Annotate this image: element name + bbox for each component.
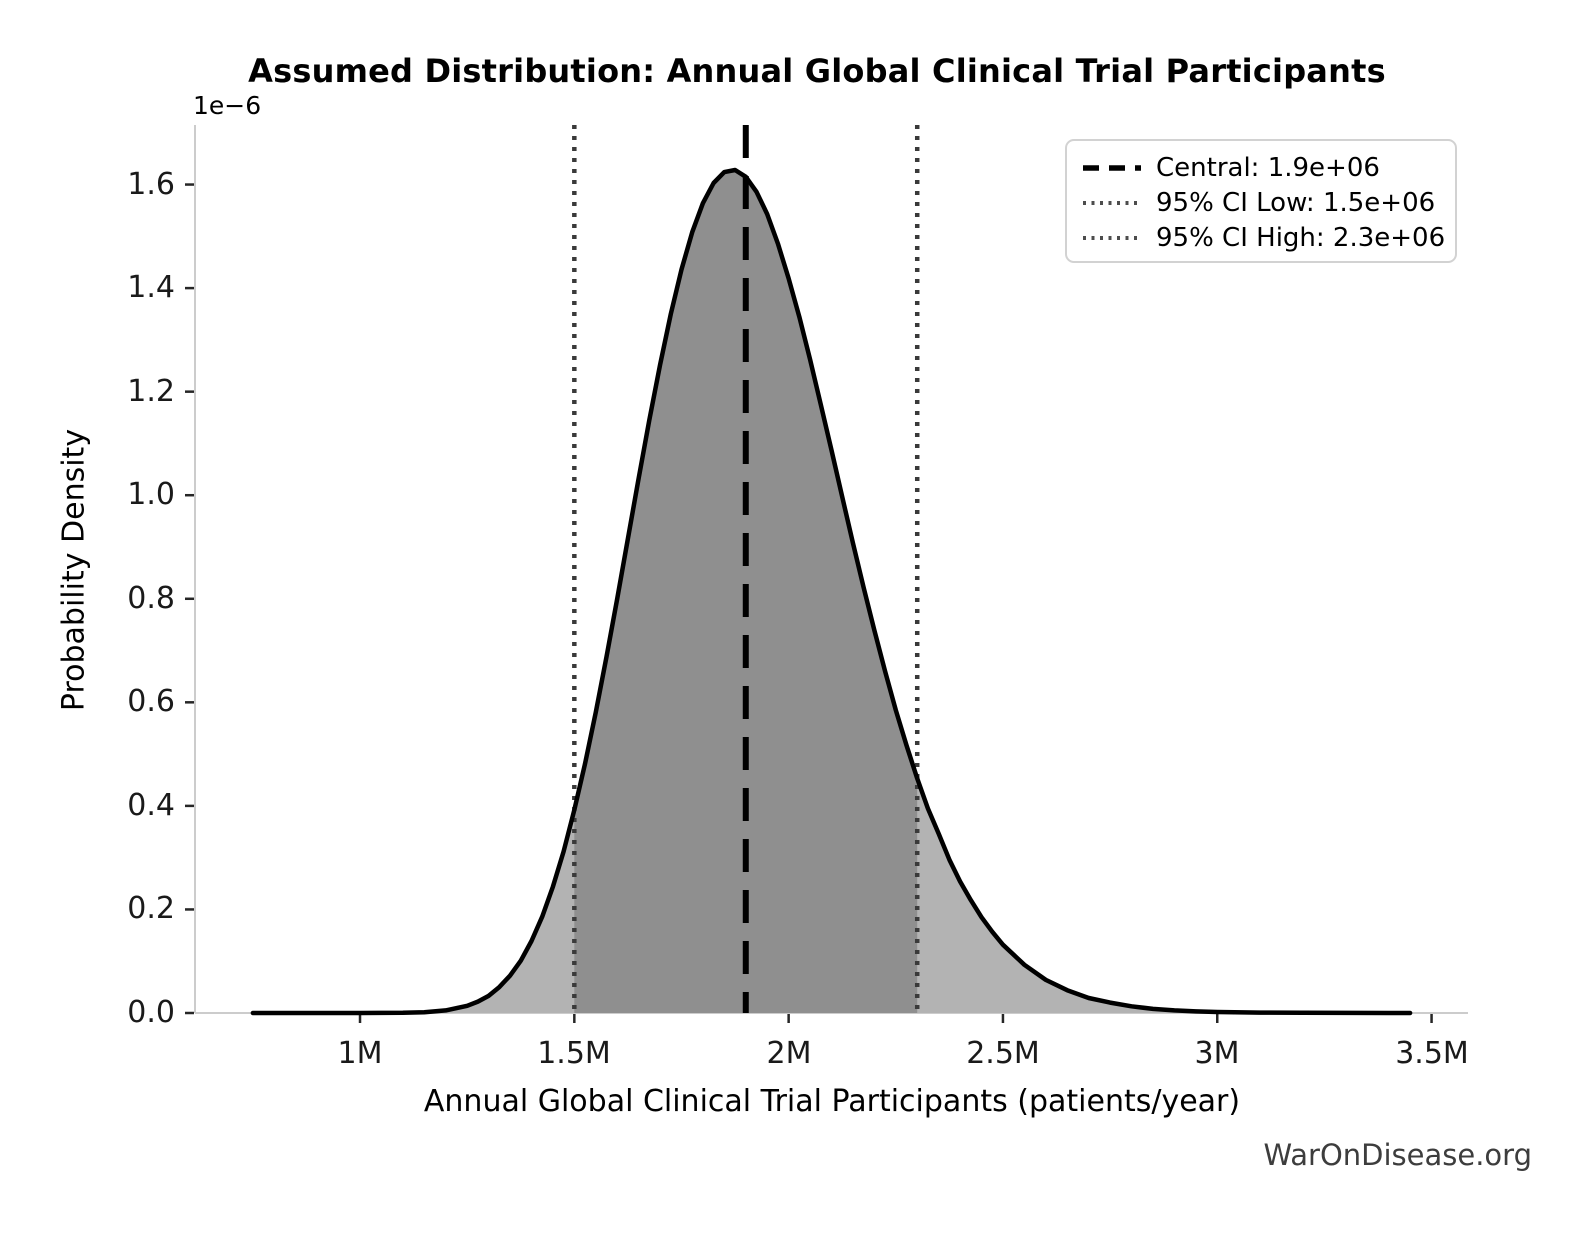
- x-tick-label: 2M: [766, 1036, 812, 1071]
- y-tick-label: 1.4: [127, 270, 175, 305]
- legend-label: 95% CI High: 2.3e+06: [1156, 222, 1446, 253]
- watermark-text: WarOnDisease.org: [1263, 1138, 1532, 1172]
- y-tick-label: 0.4: [127, 788, 175, 823]
- x-tick-label: 2.5M: [966, 1036, 1040, 1071]
- legend-rows: Central: 1.9e+06 95% CI Low: 1.5e+06 95% C…: [1083, 150, 1455, 255]
- x-tick-label: 3.5M: [1395, 1036, 1469, 1071]
- legend-label: Central: 1.9e+06: [1156, 152, 1380, 183]
- chart-title: Assumed Distribution: Annual Global Clin…: [248, 52, 1386, 90]
- legend-dotted-line-sample: [1083, 200, 1141, 205]
- y-tick-label: 0.0: [127, 995, 175, 1030]
- y-tick-label: 0.6: [127, 684, 175, 719]
- y-tick-label: 1.2: [127, 374, 175, 409]
- legend-dotted-line-sample: [1083, 235, 1141, 240]
- y-tick-label: 1.0: [127, 477, 175, 512]
- legend: Central: 1.9e+06 95% CI Low: 1.5e+06 95% C…: [1065, 139, 1457, 263]
- y-tick-label: 0.2: [127, 891, 175, 926]
- legend-row: 95% CI Low: 1.5e+06: [1083, 185, 1455, 220]
- x-tick-label: 3M: [1194, 1036, 1240, 1071]
- y-tick-label: 1.6: [127, 167, 175, 202]
- legend-label: 95% CI Low: 1.5e+06: [1156, 187, 1436, 218]
- legend-row: Central: 1.9e+06: [1083, 150, 1455, 185]
- y-tick-label: 0.8: [127, 581, 175, 616]
- y-axis-offset-label: 1e−6: [193, 91, 262, 120]
- x-tick-label: 1M: [337, 1036, 383, 1071]
- density-curve: [250, 167, 1413, 1016]
- legend-dashed-line-sample: [1083, 164, 1141, 171]
- x-tick-label: 1.5M: [537, 1036, 611, 1071]
- x-axis-label: Annual Global Clinical Trial Participant…: [423, 1084, 1241, 1119]
- y-axis-label: Probability Density: [56, 428, 92, 712]
- legend-row: 95% CI High: 2.3e+06: [1083, 220, 1455, 255]
